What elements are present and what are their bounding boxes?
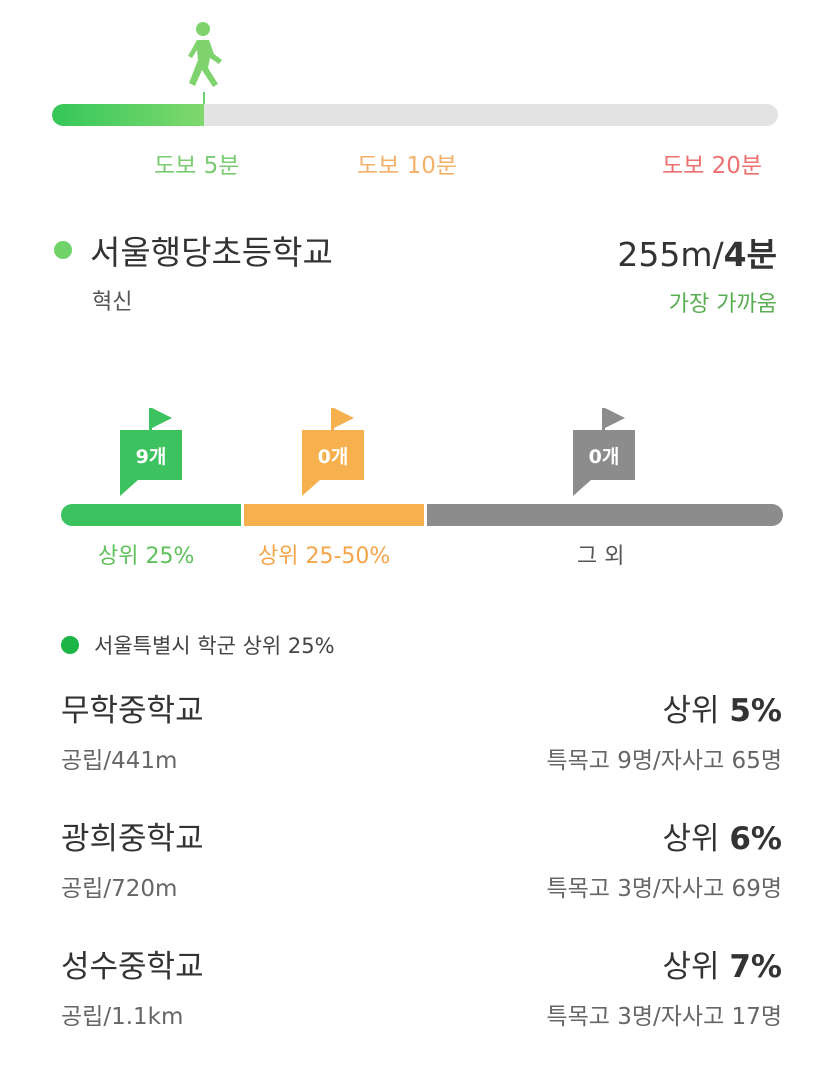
school-stats: 특목고 9명/자사고 65명	[546, 748, 782, 774]
school-row[interactable]: 무학중학교 상위 5% 공립/441m 특목고 9명/자사고 65명	[0, 685, 827, 795]
rank-segment-top25	[61, 504, 241, 526]
walk-distance-section: 도보 5분 도보 10분 도보 20분	[0, 0, 827, 200]
school-type-distance: 공립/441m	[61, 748, 178, 774]
nearest-school[interactable]: 서울행당초등학교 혁신 255m/4분 가장 가까움	[0, 220, 827, 320]
district-title: 서울특별시 학군 상위 25%	[94, 634, 335, 658]
flag-green-icon	[120, 408, 182, 496]
flag-orange-icon	[302, 408, 364, 496]
nearest-school-name: 서울행당초등학교	[90, 233, 333, 272]
rank-value: 5%	[729, 693, 782, 729]
school-name: 성수중학교	[61, 949, 204, 985]
rank-segment-top25-50	[244, 504, 424, 526]
school-rank: 상위 7%	[662, 941, 782, 986]
walk-5min-label: 도보 5분	[154, 153, 240, 179]
walk-progress-fill	[52, 104, 205, 126]
rank-value: 6%	[729, 821, 782, 857]
flag-other-count: 0개	[588, 445, 620, 468]
status-dot-icon	[61, 636, 79, 654]
walk-10min-label: 도보 10분	[357, 153, 458, 179]
flag-top25-50-count: 0개	[317, 445, 349, 468]
rank-segment-other	[427, 504, 783, 526]
school-stats: 특목고 3명/자사고 69명	[546, 876, 782, 902]
school-row[interactable]: 광희중학교 상위 6% 공립/720m 특목고 3명/자사고 69명	[0, 813, 827, 923]
rank-prefix: 상위	[662, 693, 730, 729]
flag-gray-icon	[573, 408, 635, 496]
school-rank: 상위 6%	[662, 813, 782, 858]
rank-prefix: 상위	[662, 949, 730, 985]
walk-progress-track	[52, 104, 778, 126]
rank-distribution: 9개 0개 0개 상위 25% 상위 25-50% 그 외	[0, 400, 827, 580]
status-dot-icon	[54, 241, 72, 259]
rank-label-top25-50: 상위 25-50%	[258, 544, 391, 569]
school-stats: 특목고 3명/자사고 17명	[546, 1004, 782, 1030]
rank-value: 7%	[729, 949, 782, 985]
rank-prefix: 상위	[662, 821, 730, 857]
nearest-school-distance: 255m/4분	[617, 228, 777, 276]
rank-label-other: 그 외	[577, 544, 625, 569]
district-header: 서울특별시 학군 상위 25%	[0, 625, 827, 665]
walk-time-value: 4분	[723, 235, 777, 274]
flag-top25-count: 9개	[135, 445, 167, 468]
nearest-badge: 가장 가까움	[668, 292, 777, 317]
school-name: 무학중학교	[61, 693, 204, 729]
school-name: 광희중학교	[61, 821, 204, 857]
rank-bar	[61, 504, 783, 526]
school-row[interactable]: 성수중학교 상위 7% 공립/1.1km 특목고 3명/자사고 17명	[0, 941, 827, 1051]
walk-progress-marker	[203, 92, 205, 108]
walk-20min-label: 도보 20분	[662, 153, 763, 179]
school-type-distance: 공립/1.1km	[61, 1004, 184, 1030]
walking-person-icon	[188, 22, 222, 87]
rank-label-top25: 상위 25%	[98, 544, 195, 569]
school-rank: 상위 5%	[662, 685, 782, 730]
distance-value: 255m/	[617, 235, 724, 274]
school-type-distance: 공립/720m	[61, 876, 178, 902]
nearest-school-type: 혁신	[92, 290, 133, 315]
